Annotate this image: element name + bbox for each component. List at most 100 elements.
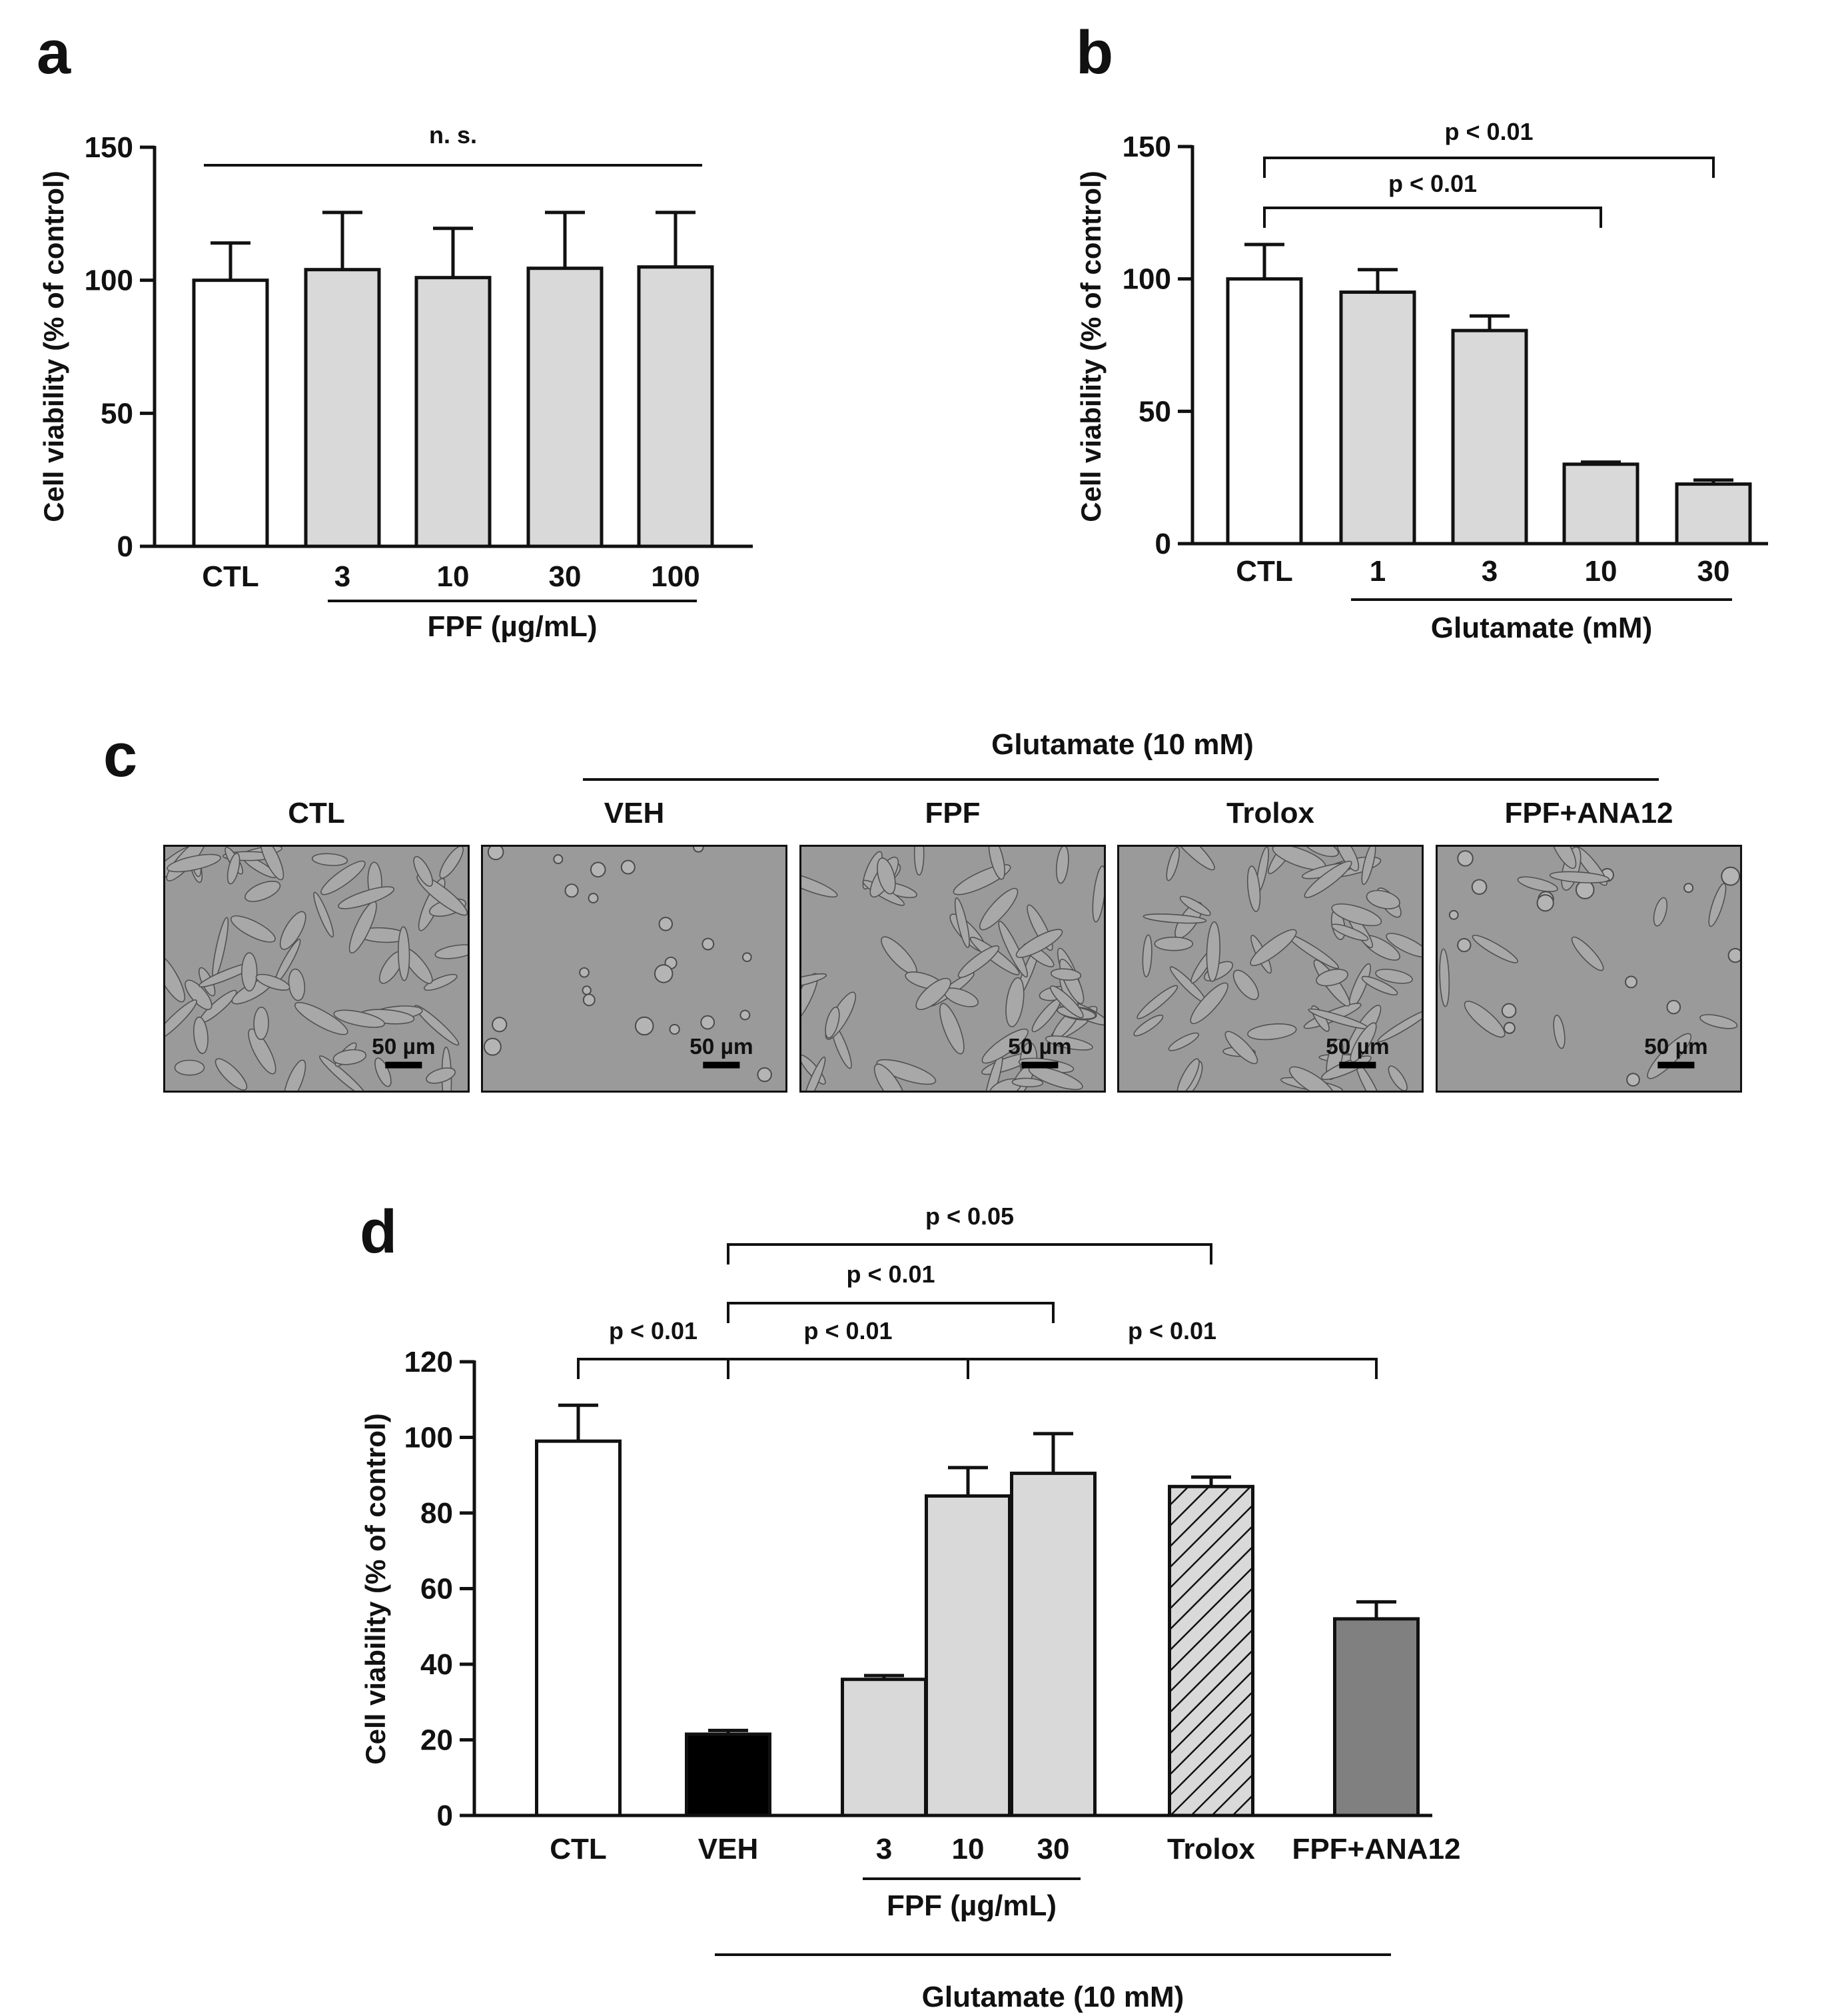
micrograph-label-0: CTL — [288, 797, 345, 829]
sig-label-b-1: p < 0.01 — [1444, 118, 1533, 145]
y-axis-label-b: Cell viability (% of control) — [1075, 171, 1107, 522]
sig-bracket-d-2 — [727, 1302, 1055, 1323]
micrograph-texture-0: 50 µm — [165, 847, 468, 1091]
y-tick-label-d-5: 100 — [404, 1422, 453, 1454]
y-tick-label-a-0: 0 — [117, 530, 133, 563]
category-label-d-5: Trolox — [1167, 1833, 1256, 1865]
y-tick-label-d-4: 80 — [420, 1497, 453, 1530]
category-label-a-4: 100 — [651, 560, 699, 593]
bar-d-2 — [841, 1678, 927, 1817]
bar-d-6 — [1333, 1617, 1420, 1817]
category-label-a-0: CTL — [202, 560, 259, 593]
scale-bar-0 — [385, 1061, 422, 1069]
scale-bar-label-4: 50 µm — [1644, 1035, 1707, 1059]
micrograph-label-4: FPF+ANA12 — [1504, 797, 1673, 829]
y-tick-label-b-1: 50 — [1139, 395, 1171, 428]
sig-label-b-0: p < 0.01 — [1388, 170, 1477, 197]
category-label-d-1: VEH — [698, 1833, 758, 1865]
group-label-a: FPF (µg/mL) — [427, 610, 597, 643]
micrograph-texture-3: 50 µm — [1133, 847, 1422, 1091]
panel-letter-d: d — [360, 1198, 397, 1266]
y-axis-label-d: Cell viability (% of control) — [360, 1413, 391, 1764]
sig-label-d-0: p < 0.01 — [609, 1317, 697, 1344]
bar-b-1 — [1339, 290, 1416, 546]
sig-label-d-2: p < 0.01 — [846, 1260, 935, 1288]
category-label-b-4: 30 — [1697, 555, 1730, 588]
scale-bar-4 — [1657, 1061, 1695, 1069]
micrograph-texture-2: 50 µm — [801, 847, 1104, 1091]
sig-label-d-3: p < 0.05 — [925, 1203, 1014, 1230]
category-label-b-1: 1 — [1370, 555, 1386, 588]
y-tick-label-d-3: 60 — [420, 1573, 453, 1606]
category-label-a-1: 3 — [334, 560, 350, 593]
sig-label-a-0: n. s. — [429, 121, 477, 149]
y-axis-label-a: Cell viability (% of control) — [38, 171, 69, 522]
bar-a-2 — [414, 276, 492, 548]
y-tick-label-d-0: 0 — [437, 1799, 453, 1832]
micrograph-texture-1: 50 µm — [483, 847, 772, 1083]
micrograph-label-1: VEH — [604, 797, 664, 829]
sig-bracket-b-1 — [1263, 157, 1715, 178]
y-tick-label-b-2: 100 — [1123, 263, 1171, 296]
micrograph-label-3: Trolox — [1226, 797, 1315, 829]
category-label-d-4: 30 — [1037, 1833, 1070, 1865]
scale-bar-label-3: 50 µm — [1326, 1035, 1389, 1059]
scale-bar-3 — [1339, 1061, 1376, 1069]
micrograph-group-label: Glutamate (10 mM) — [991, 728, 1254, 761]
y-tick-label-a-2: 100 — [85, 264, 133, 297]
bar-d-5 — [1168, 1484, 1254, 1817]
y-tick-label-d-6: 120 — [404, 1346, 453, 1378]
panel-letter-a: a — [37, 19, 71, 87]
micrograph-3: 50 µm — [1117, 845, 1424, 1093]
panel-letter-c: c — [103, 722, 137, 789]
category-label-d-2: 3 — [876, 1833, 892, 1865]
bar-b-0 — [1226, 277, 1303, 546]
sig-bracket-d-3 — [727, 1243, 1212, 1264]
bar-a-1 — [304, 268, 381, 548]
category-label-b-0: CTL — [1236, 555, 1293, 588]
bar-d-1 — [685, 1732, 771, 1817]
category-label-a-3: 30 — [549, 560, 582, 593]
bar-b-4 — [1675, 482, 1752, 546]
y-tick-label-b-0: 0 — [1155, 528, 1171, 560]
scale-bar-label-1: 50 µm — [690, 1035, 753, 1059]
sig-bracket-d-4 — [967, 1358, 1378, 1379]
scale-bar-label-2: 50 µm — [1008, 1035, 1071, 1059]
bar-a-0 — [192, 278, 269, 548]
micrograph-texture-4: 50 µm — [1439, 847, 1740, 1087]
micrograph-2: 50 µm — [799, 845, 1106, 1093]
scale-bar-1 — [703, 1061, 740, 1069]
micrograph-4: 50 µm — [1436, 845, 1742, 1093]
bar-b-2 — [1451, 328, 1528, 546]
sig-bracket-b-0 — [1263, 207, 1602, 228]
micrograph-1: 50 µm — [481, 845, 787, 1093]
y-tick-label-a-1: 50 — [101, 397, 133, 430]
category-label-b-2: 3 — [1482, 555, 1498, 588]
panel-letter-b: b — [1076, 19, 1113, 87]
outer-group-label-d: Glutamate (10 mM) — [922, 1981, 1184, 2013]
category-label-d-6: FPF+ANA12 — [1292, 1833, 1460, 1865]
y-tick-label-d-1: 20 — [420, 1724, 453, 1757]
y-tick-label-b-3: 150 — [1123, 131, 1171, 163]
category-label-d-0: CTL — [550, 1833, 607, 1865]
micrograph-0: 50 µm — [163, 845, 470, 1093]
micrograph-label-2: FPF — [925, 797, 980, 829]
sig-label-d-1: p < 0.01 — [803, 1317, 892, 1344]
bar-b-3 — [1562, 462, 1639, 546]
group-label-b: Glutamate (mM) — [1431, 612, 1652, 644]
bar-a-3 — [526, 266, 604, 548]
category-label-a-2: 10 — [437, 560, 470, 593]
sig-label-d-4: p < 0.01 — [1128, 1317, 1216, 1344]
group-label-d: FPF (µg/mL) — [887, 1889, 1057, 1922]
y-tick-label-d-2: 40 — [420, 1648, 453, 1681]
bar-d-0 — [535, 1439, 622, 1817]
bar-d-3 — [925, 1494, 1011, 1817]
bar-d-4 — [1010, 1471, 1097, 1817]
category-label-b-3: 10 — [1585, 555, 1617, 588]
bar-a-4 — [637, 265, 714, 548]
